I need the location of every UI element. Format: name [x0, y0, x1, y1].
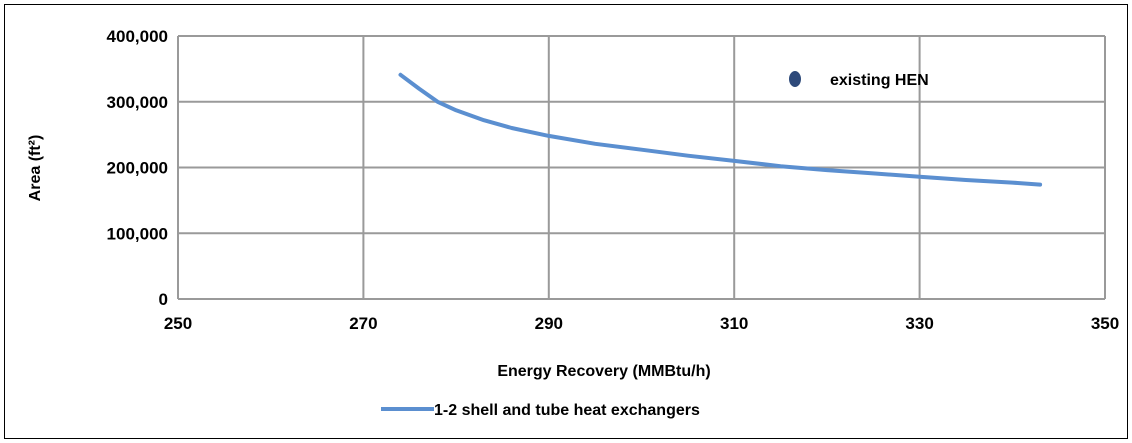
x-tick-label: 250 — [164, 314, 192, 333]
x-axis-title: Energy Recovery (MMBtu/h) — [497, 363, 710, 380]
legend-label-shell-tube: 1-2 shell and tube heat exchangers — [434, 402, 700, 419]
x-tick-label: 310 — [720, 314, 748, 333]
series-line-shell-tube — [398, 72, 1043, 187]
x-tick-label: 270 — [349, 314, 377, 333]
chart-frame — [4, 4, 1128, 439]
legend-label-existing-hen: existing HEN — [830, 72, 929, 89]
x-tick-label: 330 — [905, 314, 933, 333]
tick-label-layer: 0 100,000 200,000 300,000 400,000 250 270 290 31… — [107, 27, 1120, 333]
grid-layer — [177, 35, 1106, 300]
y-tick-label: 400,000 — [107, 27, 168, 46]
y-axis-title: Area (ft²) — [27, 135, 44, 202]
x-tick-label: 290 — [535, 314, 563, 333]
x-tick-label: 350 — [1091, 314, 1119, 333]
legend-shell-tube: 1-2 shell and tube heat exchangers — [381, 402, 700, 419]
y-tick-label: 300,000 — [107, 93, 168, 112]
y-tick-label: 100,000 — [107, 224, 168, 243]
legend-marker-existing-hen — [789, 71, 801, 87]
y-tick-label: 0 — [159, 290, 168, 309]
y-tick-label: 200,000 — [107, 159, 168, 178]
series-layer — [398, 72, 1043, 187]
legend-existing-hen: existing HEN — [789, 71, 929, 89]
